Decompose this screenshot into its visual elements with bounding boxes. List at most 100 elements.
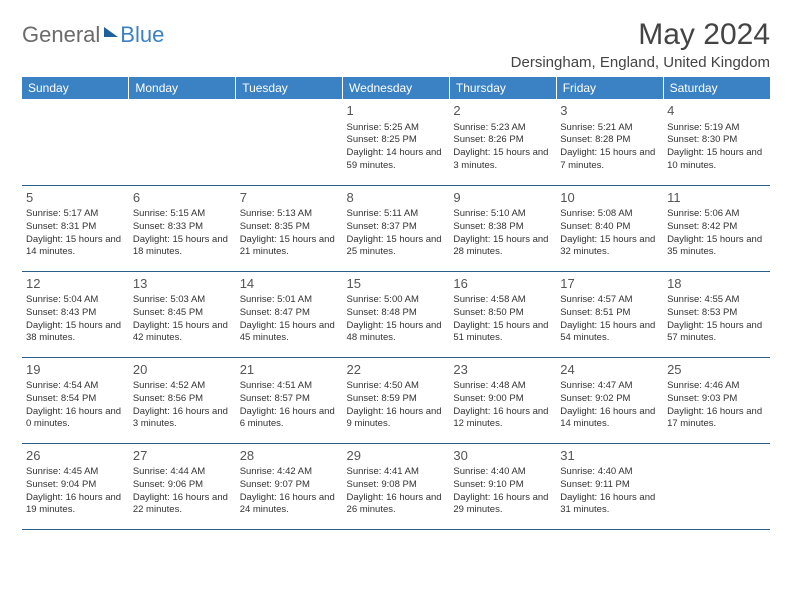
calendar-cell: 29Sunrise: 4:41 AMSunset: 9:08 PMDayligh… (343, 443, 450, 529)
day-number: 2 (453, 102, 552, 120)
sunset-line: Sunset: 8:30 PM (667, 134, 766, 147)
sunrise-line: Sunrise: 4:42 AM (240, 466, 339, 479)
sunset-line: Sunset: 8:26 PM (453, 134, 552, 147)
day-number: 11 (667, 189, 766, 207)
sunset-line: Sunset: 8:42 PM (667, 221, 766, 234)
daylight-line: Daylight: 15 hours and 28 minutes. (453, 234, 552, 260)
location-label: Dersingham, England, United Kingdom (511, 54, 770, 71)
day-number: 13 (133, 275, 232, 293)
calendar-week-row: 1Sunrise: 5:25 AMSunset: 8:25 PMDaylight… (22, 99, 770, 185)
day-number: 3 (560, 102, 659, 120)
sunrise-line: Sunrise: 5:15 AM (133, 208, 232, 221)
sunset-line: Sunset: 9:03 PM (667, 393, 766, 406)
sunset-line: Sunset: 8:28 PM (560, 134, 659, 147)
day-header: Tuesday (236, 77, 343, 99)
daylight-line: Daylight: 15 hours and 57 minutes. (667, 320, 766, 346)
sunset-line: Sunset: 8:51 PM (560, 307, 659, 320)
sunrise-line: Sunrise: 5:03 AM (133, 294, 232, 307)
calendar-week-row: 12Sunrise: 5:04 AMSunset: 8:43 PMDayligh… (22, 271, 770, 357)
daylight-line: Daylight: 16 hours and 24 minutes. (240, 492, 339, 518)
day-number: 24 (560, 361, 659, 379)
day-number: 9 (453, 189, 552, 207)
calendar-cell: 24Sunrise: 4:47 AMSunset: 9:02 PMDayligh… (556, 357, 663, 443)
calendar-cell: 16Sunrise: 4:58 AMSunset: 8:50 PMDayligh… (449, 271, 556, 357)
sunset-line: Sunset: 8:48 PM (347, 307, 446, 320)
day-number: 15 (347, 275, 446, 293)
daylight-line: Daylight: 15 hours and 42 minutes. (133, 320, 232, 346)
calendar-cell: 26Sunrise: 4:45 AMSunset: 9:04 PMDayligh… (22, 443, 129, 529)
day-number: 12 (26, 275, 125, 293)
calendar-cell (22, 99, 129, 185)
day-number: 21 (240, 361, 339, 379)
sunrise-line: Sunrise: 5:23 AM (453, 122, 552, 135)
calendar-cell: 6Sunrise: 5:15 AMSunset: 8:33 PMDaylight… (129, 185, 236, 271)
sunset-line: Sunset: 9:00 PM (453, 393, 552, 406)
sunrise-line: Sunrise: 5:11 AM (347, 208, 446, 221)
day-header: Thursday (449, 77, 556, 99)
day-header: Sunday (22, 77, 129, 99)
day-number: 28 (240, 447, 339, 465)
sunset-line: Sunset: 8:56 PM (133, 393, 232, 406)
day-header: Saturday (663, 77, 770, 99)
daylight-line: Daylight: 15 hours and 32 minutes. (560, 234, 659, 260)
sunrise-line: Sunrise: 4:44 AM (133, 466, 232, 479)
daylight-line: Daylight: 16 hours and 31 minutes. (560, 492, 659, 518)
calendar-cell: 21Sunrise: 4:51 AMSunset: 8:57 PMDayligh… (236, 357, 343, 443)
calendar-cell: 31Sunrise: 4:40 AMSunset: 9:11 PMDayligh… (556, 443, 663, 529)
day-number: 19 (26, 361, 125, 379)
sunset-line: Sunset: 8:25 PM (347, 134, 446, 147)
calendar-cell: 14Sunrise: 5:01 AMSunset: 8:47 PMDayligh… (236, 271, 343, 357)
logo-text-general: General (22, 22, 100, 48)
calendar-cell: 1Sunrise: 5:25 AMSunset: 8:25 PMDaylight… (343, 99, 450, 185)
day-number: 29 (347, 447, 446, 465)
sunrise-line: Sunrise: 4:50 AM (347, 380, 446, 393)
sunset-line: Sunset: 8:47 PM (240, 307, 339, 320)
daylight-line: Daylight: 16 hours and 14 minutes. (560, 406, 659, 432)
calendar-week-row: 5Sunrise: 5:17 AMSunset: 8:31 PMDaylight… (22, 185, 770, 271)
sunrise-line: Sunrise: 4:40 AM (453, 466, 552, 479)
calendar-cell: 11Sunrise: 5:06 AMSunset: 8:42 PMDayligh… (663, 185, 770, 271)
calendar-cell: 10Sunrise: 5:08 AMSunset: 8:40 PMDayligh… (556, 185, 663, 271)
sunset-line: Sunset: 8:59 PM (347, 393, 446, 406)
day-number: 5 (26, 189, 125, 207)
sunrise-line: Sunrise: 4:51 AM (240, 380, 339, 393)
sunset-line: Sunset: 9:08 PM (347, 479, 446, 492)
calendar-cell: 3 Sunrise: 5:21 AMSunset: 8:28 PMDaylight… (556, 99, 663, 185)
calendar-cell: 12Sunrise: 5:04 AMSunset: 8:43 PMDayligh… (22, 271, 129, 357)
day-number: 22 (347, 361, 446, 379)
day-number: 1 (347, 102, 446, 120)
calendar-cell: 7Sunrise: 5:13 AMSunset: 8:35 PMDaylight… (236, 185, 343, 271)
sunrise-line: Sunrise: 5:10 AM (453, 208, 552, 221)
daylight-line: Daylight: 15 hours and 14 minutes. (26, 234, 125, 260)
sunrise-line: Sunrise: 4:40 AM (560, 466, 659, 479)
calendar-cell: 27Sunrise: 4:44 AMSunset: 9:06 PMDayligh… (129, 443, 236, 529)
daylight-line: Daylight: 16 hours and 9 minutes. (347, 406, 446, 432)
sunset-line: Sunset: 8:53 PM (667, 307, 766, 320)
daylight-line: Daylight: 16 hours and 26 minutes. (347, 492, 446, 518)
calendar-cell: 22Sunrise: 4:50 AMSunset: 8:59 PMDayligh… (343, 357, 450, 443)
sunset-line: Sunset: 8:33 PM (133, 221, 232, 234)
sunrise-line: Sunrise: 5:21 AM (560, 122, 659, 135)
sunset-line: Sunset: 9:07 PM (240, 479, 339, 492)
day-number: 31 (560, 447, 659, 465)
day-header: Wednesday (343, 77, 450, 99)
calendar-cell: 23Sunrise: 4:48 AMSunset: 9:00 PMDayligh… (449, 357, 556, 443)
day-number: 26 (26, 447, 125, 465)
daylight-line: Daylight: 16 hours and 17 minutes. (667, 406, 766, 432)
sunset-line: Sunset: 8:37 PM (347, 221, 446, 234)
calendar-cell: 5Sunrise: 5:17 AMSunset: 8:31 PMDaylight… (22, 185, 129, 271)
sunrise-line: Sunrise: 5:01 AM (240, 294, 339, 307)
sunrise-line: Sunrise: 4:46 AM (667, 380, 766, 393)
calendar-cell: 18Sunrise: 4:55 AMSunset: 8:53 PMDayligh… (663, 271, 770, 357)
daylight-line: Daylight: 15 hours and 7 minutes. (560, 147, 659, 173)
daylight-line: Daylight: 14 hours and 59 minutes. (347, 147, 446, 173)
daylight-line: Daylight: 15 hours and 38 minutes. (26, 320, 125, 346)
logo-triangle-icon (104, 27, 118, 37)
calendar-cell: 17Sunrise: 4:57 AMSunset: 8:51 PMDayligh… (556, 271, 663, 357)
calendar-cell (663, 443, 770, 529)
daylight-line: Daylight: 15 hours and 48 minutes. (347, 320, 446, 346)
calendar-week-row: 26Sunrise: 4:45 AMSunset: 9:04 PMDayligh… (22, 443, 770, 529)
sunrise-line: Sunrise: 5:06 AM (667, 208, 766, 221)
daylight-line: Daylight: 16 hours and 3 minutes. (133, 406, 232, 432)
calendar-cell: 4Sunrise: 5:19 AMSunset: 8:30 PMDaylight… (663, 99, 770, 185)
